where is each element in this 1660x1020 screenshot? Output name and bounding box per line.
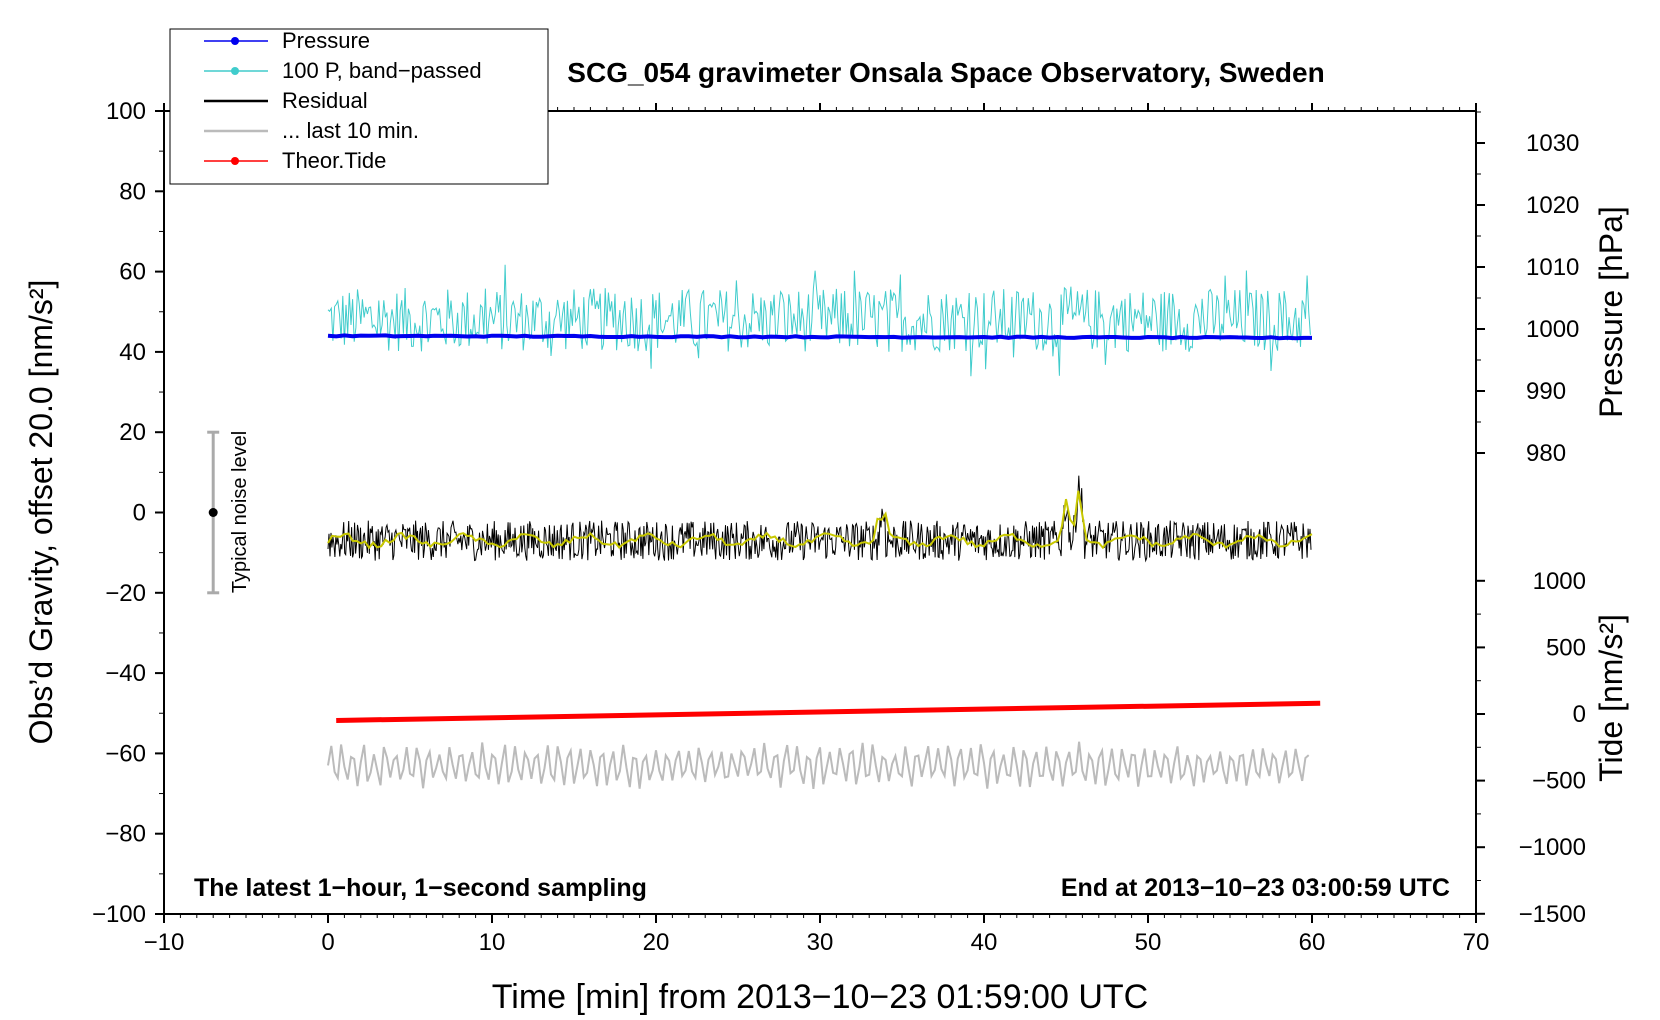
series-last-10-min [327,741,1310,790]
x-tick-label: 70 [1463,929,1490,956]
legend-label-band-passed: 100 P, band−passed [282,58,482,83]
pressure-axis-label: Pressure [hPa] [1593,206,1629,418]
x-tick-label: 30 [807,929,834,956]
series-theor-tide [336,700,1321,723]
plot-frame [163,110,1477,915]
series-residual [327,475,1312,563]
y-tick-label: 40 [119,339,146,366]
x-tick-label: −10 [144,929,185,956]
legend-item-last-10-min: ... last 10 min. [204,118,419,143]
y-tick-label: 60 [119,259,146,286]
pressure-tick-label: 1020 [1526,192,1579,219]
tide-tick-label: −1500 [1519,901,1586,928]
y-axis-left: 100 80 60 40 20 0 −20 −40 −60 −80 −100 [92,98,164,928]
series-band-passed-pressure [327,264,1311,377]
legend-label-pressure: Pressure [282,28,370,53]
pressure-tick-label: 1000 [1526,316,1579,343]
x-tick-label: 60 [1299,929,1326,956]
tide-tick-label: 1000 [1533,568,1586,595]
series-layer [327,264,1321,790]
legend-label-theor-tide: Theor.Tide [282,148,386,173]
tide-tick-label: −500 [1532,768,1586,795]
y-tick-label: 80 [119,178,146,205]
noise-center-dot [208,508,218,517]
y-tick-label: 20 [119,419,146,446]
legend-label-last-10-min: ... last 10 min. [282,118,419,143]
y-axis-pressure: 1030 1020 1010 1000 990 980 [1476,130,1579,467]
y-tick-label: −40 [105,660,146,687]
x-tick-label: 50 [1135,929,1162,956]
legend-marker-band-passed [231,67,239,75]
x-tick-label: 40 [971,929,998,956]
y-tick-label: −60 [105,740,146,767]
annotation-sampling: The latest 1−hour, 1−second sampling [194,874,647,902]
legend-item-theor-tide: Theor.Tide [204,148,386,173]
pressure-tick-label: 990 [1526,378,1566,405]
pressure-tick-label: 980 [1526,440,1566,467]
x-tick-label: 20 [643,929,670,956]
series-residual-smoothed [327,490,1313,550]
y-tick-label: −80 [105,821,146,848]
tide-tick-label: −1000 [1519,834,1586,861]
y-tick-label: 100 [106,98,146,125]
chart-title: SCG_054 gravimeter Onsala Space Observat… [567,57,1324,88]
y-tick-label: −20 [105,580,146,607]
pressure-tick-label: 1010 [1526,254,1579,281]
tide-tick-label: 500 [1546,634,1586,661]
y-tick-label: −100 [92,901,146,928]
noise-label: Typical noise level [229,431,251,593]
y-axis-label: Obs’d Gravity, offset 20.0 [nm/s²] [23,280,59,745]
pressure-tick-label: 1030 [1526,130,1579,157]
y-axis-tide: 1000 500 0 −500 −1000 −1500 [1476,568,1586,928]
x-tick-label: 0 [321,929,334,956]
noise-indicator: Typical noise level [207,430,251,595]
minor-ticks [159,107,1481,918]
legend-item-band-passed: 100 P, band−passed [204,58,482,83]
tide-axis-label: Tide [nm/s²] [1593,614,1629,782]
y-tick-label: 0 [133,500,146,527]
x-axis: −10 0 10 20 30 40 50 60 70 [144,103,1490,956]
legend-item-pressure: Pressure [204,28,370,53]
legend: Pressure 100 P, band−passed Residual ...… [169,28,549,185]
legend-label-residual: Residual [282,88,368,113]
annotation-end-time: End at 2013−10−23 03:00:59 UTC [1061,874,1450,902]
legend-marker-theor-tide [231,157,239,165]
x-tick-label: 10 [479,929,506,956]
x-axis-label: Time [min] from 2013−10−23 01:59:00 UTC [492,978,1148,1016]
tide-tick-label: 0 [1573,701,1586,728]
series-pressure [327,333,1312,341]
legend-item-residual: Residual [204,88,368,113]
legend-marker-pressure [231,37,239,45]
